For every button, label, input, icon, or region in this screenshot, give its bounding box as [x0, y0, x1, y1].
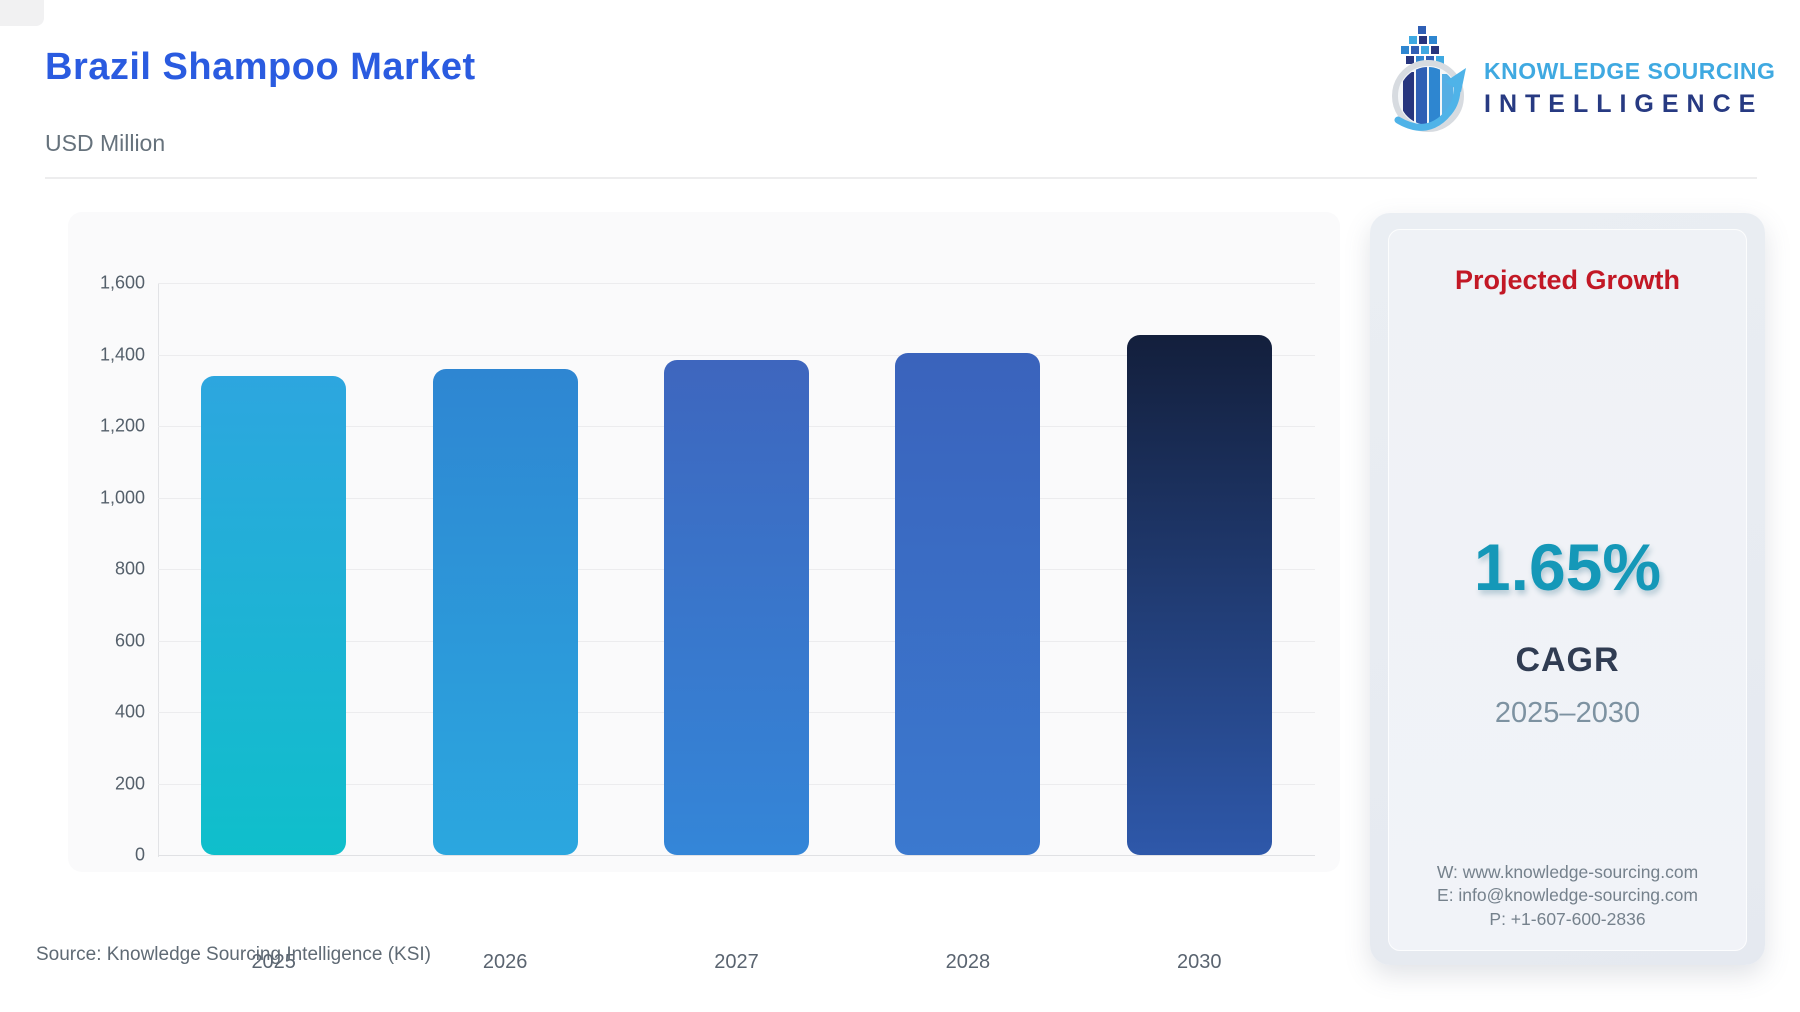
- y-tick-label: 600: [114, 630, 145, 650]
- unit-label: USD Million: [45, 130, 166, 156]
- y-tick-label: 200: [114, 773, 145, 793]
- projected-growth-panel: Projected Growth 1.65% CAGR 2025–2030 W:…: [1370, 213, 1765, 965]
- contact-phone: P: +1-607-600-2836: [1489, 908, 1646, 929]
- logo-name-line2: INTELLIGENCE: [1484, 90, 1764, 118]
- panel-heading: Projected Growth: [1454, 265, 1681, 295]
- contact-website: W: www.knowledge-sourcing.com: [1436, 861, 1699, 882]
- source-note: Source: Knowledge Sourcing Intelligence …: [36, 944, 432, 965]
- plot-area: 0 200 400 600 800 1,000 1,200 1,400 1,600 2025 202…: [100, 273, 1315, 973]
- y-tick-label: 1,200: [99, 415, 145, 436]
- logo-pixel-squares: [1401, 26, 1444, 64]
- cagr-label: CAGR: [1515, 641, 1620, 679]
- bar-2028: [895, 352, 1041, 855]
- y-tick-label: 1,000: [99, 487, 145, 507]
- bar-chart: 0 200 400 600 800 1,000 1,200 1,400 1,600 2025 202…: [68, 212, 1340, 973]
- contact-info: W: www.knowledge-sourcing.com E: info@kn…: [1388, 861, 1747, 932]
- gridline: [158, 855, 1315, 856]
- y-tick-label: 1,600: [99, 272, 145, 293]
- y-tick-label: 1,400: [99, 344, 145, 364]
- y-tick-label: 0: [134, 844, 145, 865]
- x-label-2026: 2026: [482, 951, 528, 973]
- window-corner-artifact: [0, 0, 44, 26]
- logo-name-line1: KNOWLEDGE SOURCING: [1484, 58, 1776, 84]
- x-label-2028: 2028: [945, 951, 991, 973]
- bar-2030: [1126, 334, 1272, 855]
- header-divider: [45, 177, 1757, 179]
- y-axis-line: [158, 283, 159, 857]
- cagr-period: 2025–2030: [1494, 697, 1641, 729]
- bar-2027: [664, 359, 809, 855]
- bar-2025: [201, 375, 347, 855]
- y-tick-label: 400: [114, 701, 145, 722]
- logo-chart-globe-icon: [1392, 26, 1466, 132]
- x-label-2025: 2025: [251, 951, 296, 973]
- projected-growth-card: Projected Growth 1.65% CAGR 2025–2030 W:…: [1388, 229, 1747, 951]
- contact-email: E: info@knowledge-sourcing.com: [1437, 885, 1698, 905]
- bar-2026: [432, 368, 578, 855]
- x-label-2030: 2030: [1177, 951, 1222, 973]
- gridline: [158, 354, 1315, 356]
- page-title: Brazil Shampoo Market: [45, 46, 476, 88]
- y-tick-label: 800: [114, 558, 145, 579]
- gridline: [158, 283, 1315, 284]
- company-logo: KNOWLEDGE SOURCING INTELLIGENCE: [1388, 22, 1775, 140]
- x-label-2027: 2027: [714, 951, 759, 973]
- cagr-value: 1.65%: [1473, 530, 1662, 604]
